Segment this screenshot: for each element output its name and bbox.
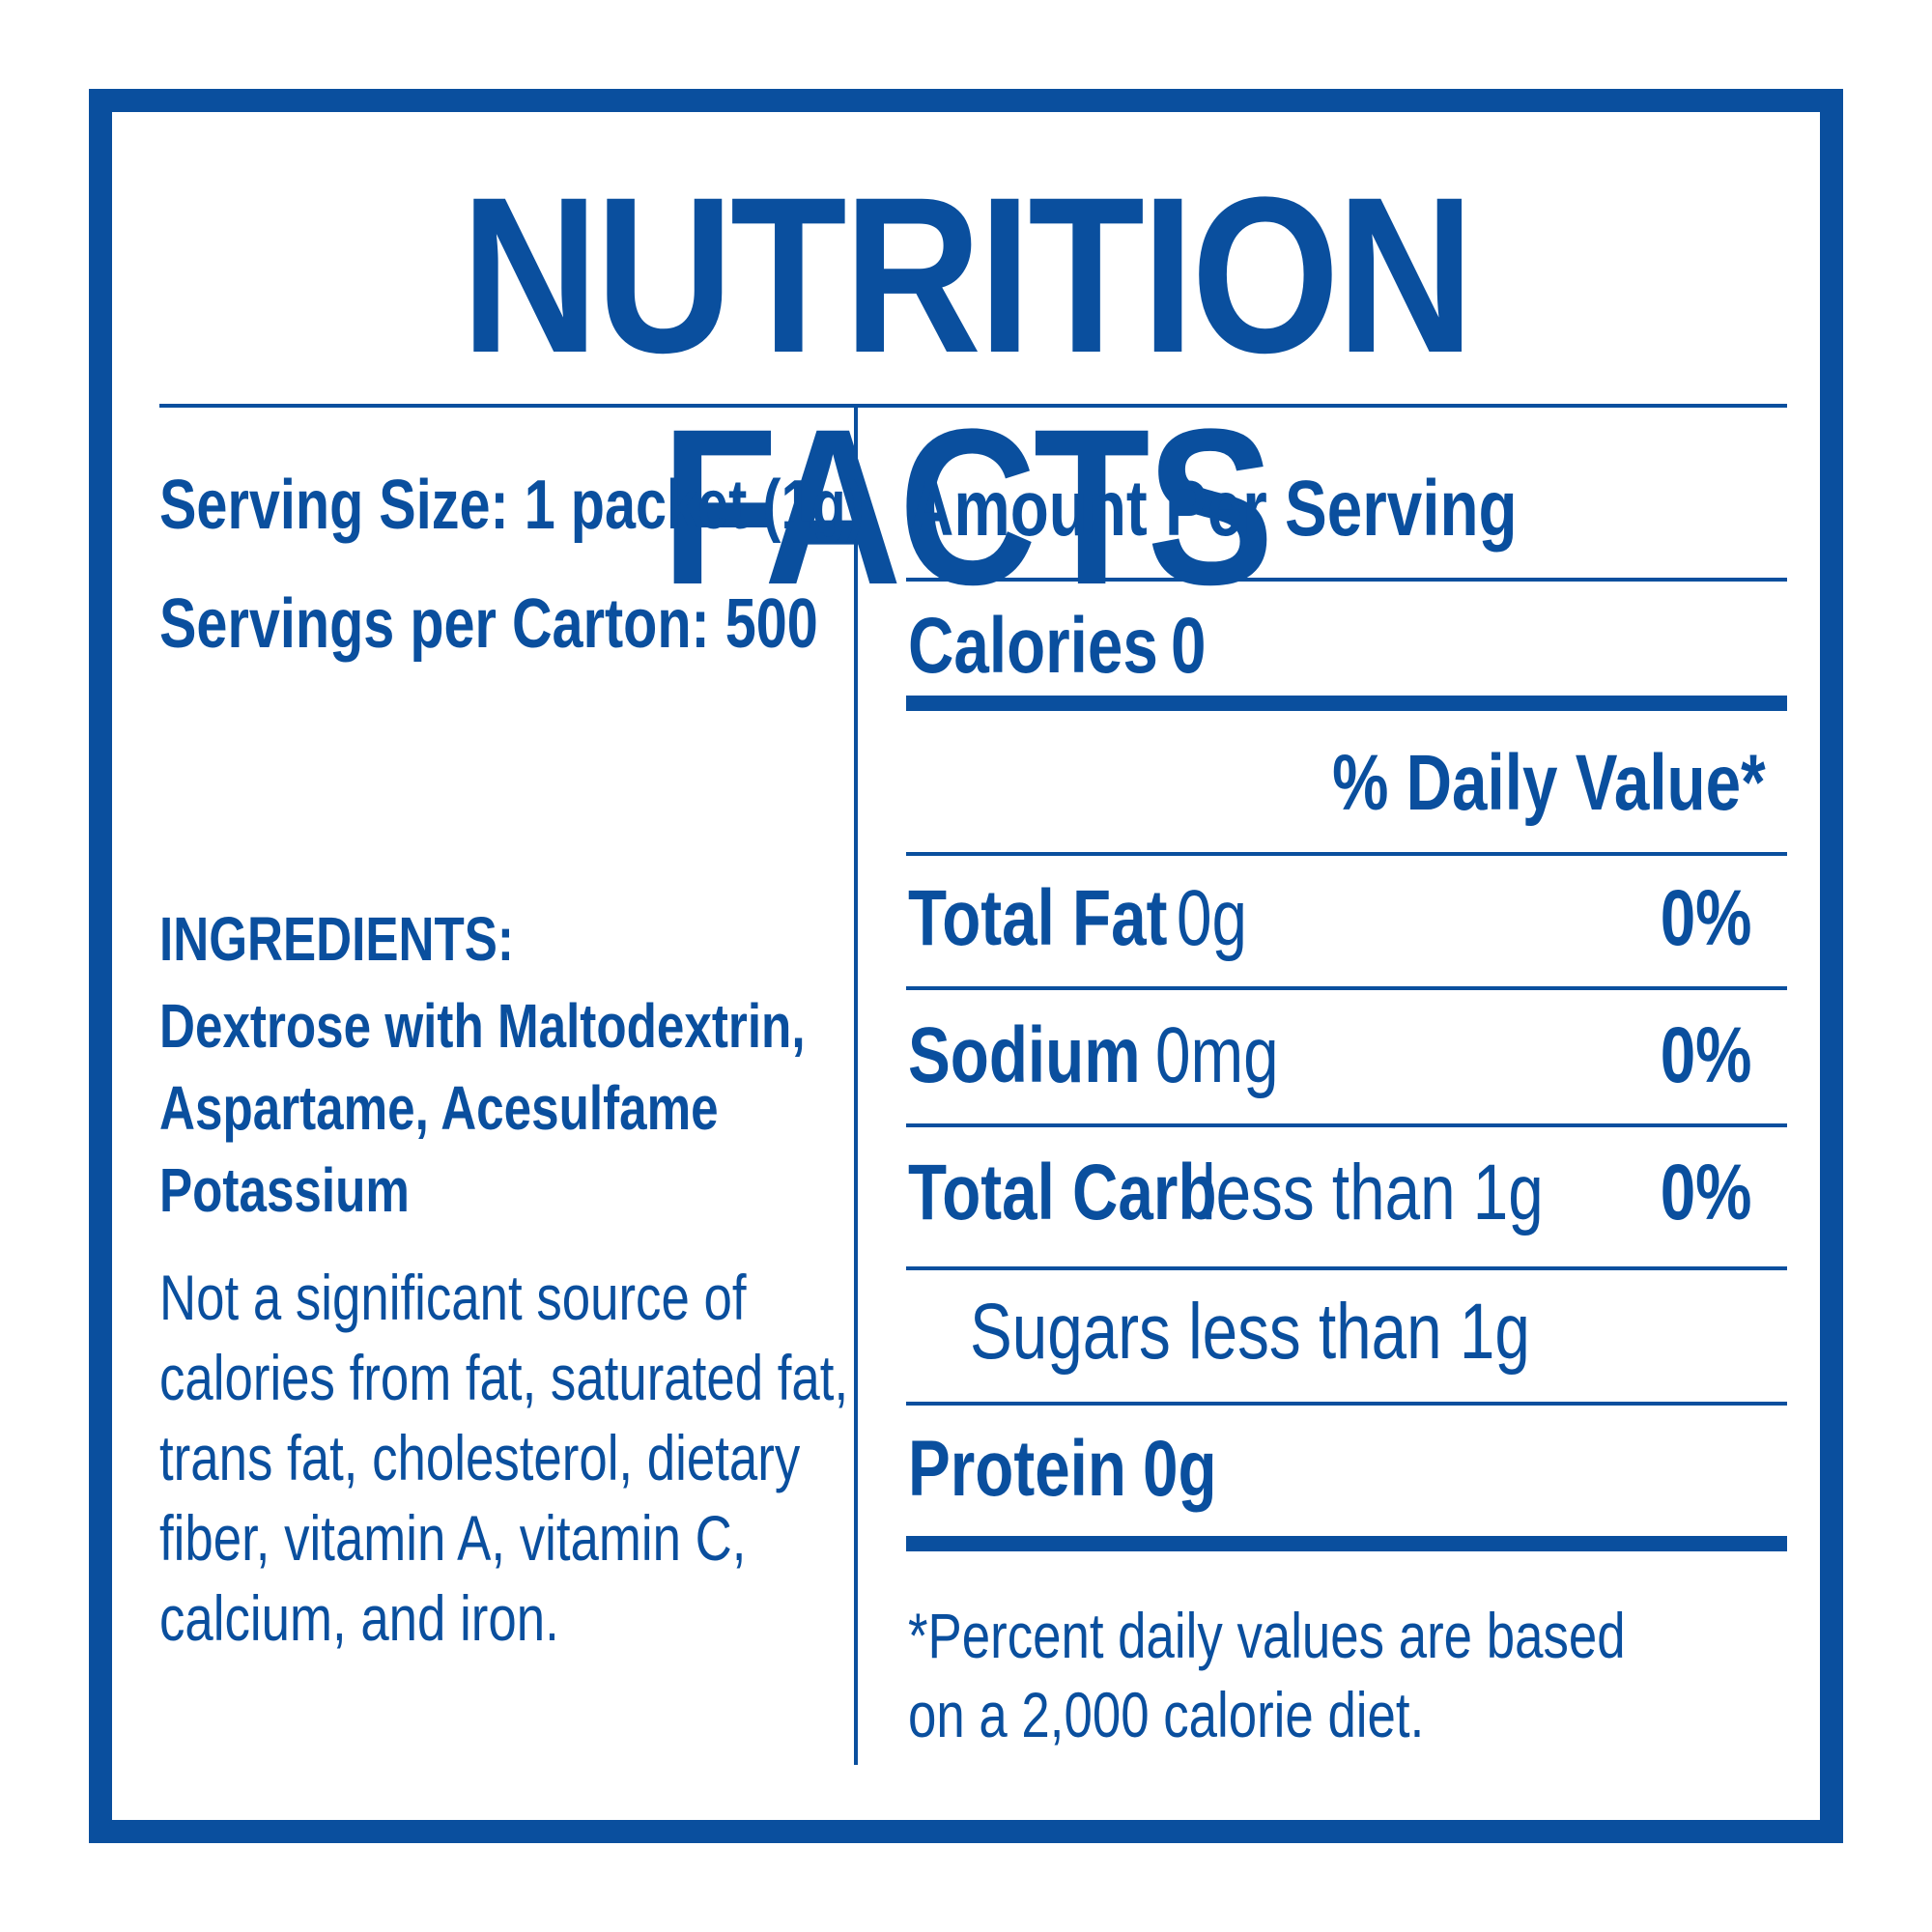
nutrient-label-total-carb: Total Carb — [908, 1149, 1217, 1236]
servings-per-carton: Servings per Carton: 500 — [159, 585, 818, 663]
note-line: trans fat, cholesterol, dietary — [159, 1422, 801, 1493]
note-line: calories from fat, saturated fat, — [159, 1342, 849, 1413]
nutrient-dv-total-carb: 0% — [1661, 1149, 1752, 1236]
nutrient-dv-total-fat: 0% — [1661, 874, 1752, 962]
row-divider — [906, 1123, 1787, 1127]
column-divider — [854, 408, 858, 1765]
row-divider — [906, 986, 1787, 990]
amount-per-serving: Amount Per Serving — [908, 465, 1518, 553]
row-divider — [906, 852, 1787, 856]
calories-label: Calories — [908, 602, 1158, 690]
calories-value: 0 — [1171, 602, 1207, 690]
ingredient-line: Potassium — [159, 1155, 410, 1225]
serving-size: Serving Size: 1 packet (1g) — [159, 467, 865, 544]
sugars-row: Sugars less than 1g — [970, 1288, 1530, 1376]
row-divider — [906, 578, 1787, 582]
nutrient-label-sodium: Sodium — [908, 1011, 1141, 1099]
footnote-line: on a 2,000 calorie diet. — [908, 1679, 1425, 1750]
note-line: calcium, and iron. — [159, 1582, 559, 1654]
row-divider — [906, 1402, 1787, 1406]
nutrient-amount-total-carb: less than 1g — [1202, 1149, 1544, 1236]
footnote-line: *Percent daily values are based — [908, 1600, 1626, 1671]
nutrient-amount-sodium: 0mg — [1155, 1011, 1279, 1099]
nutrient-amount-total-fat: 0g — [1177, 874, 1247, 962]
protein-value: 0g — [1143, 1425, 1217, 1513]
title-divider — [159, 404, 1787, 408]
daily-value-header: % Daily Value* — [1332, 739, 1766, 827]
thick-divider — [906, 1536, 1787, 1551]
ingredients-heading: INGREDIENTS: — [159, 904, 514, 974]
note-line: fiber, vitamin A, vitamin C, — [159, 1502, 747, 1574]
note-line: Not a significant source of — [159, 1262, 747, 1333]
row-divider — [906, 1266, 1787, 1270]
nutrient-dv-sodium: 0% — [1661, 1011, 1752, 1099]
label-title: NUTRITION FACTS — [461, 151, 1474, 631]
protein-label: Protein — [908, 1425, 1126, 1513]
ingredient-line: Dextrose with Maltodextrin, — [159, 991, 806, 1061]
thick-divider — [906, 696, 1787, 711]
ingredient-line: Aspartame, Acesulfame — [159, 1073, 719, 1143]
nutrient-label-total-fat: Total Fat — [908, 874, 1168, 962]
